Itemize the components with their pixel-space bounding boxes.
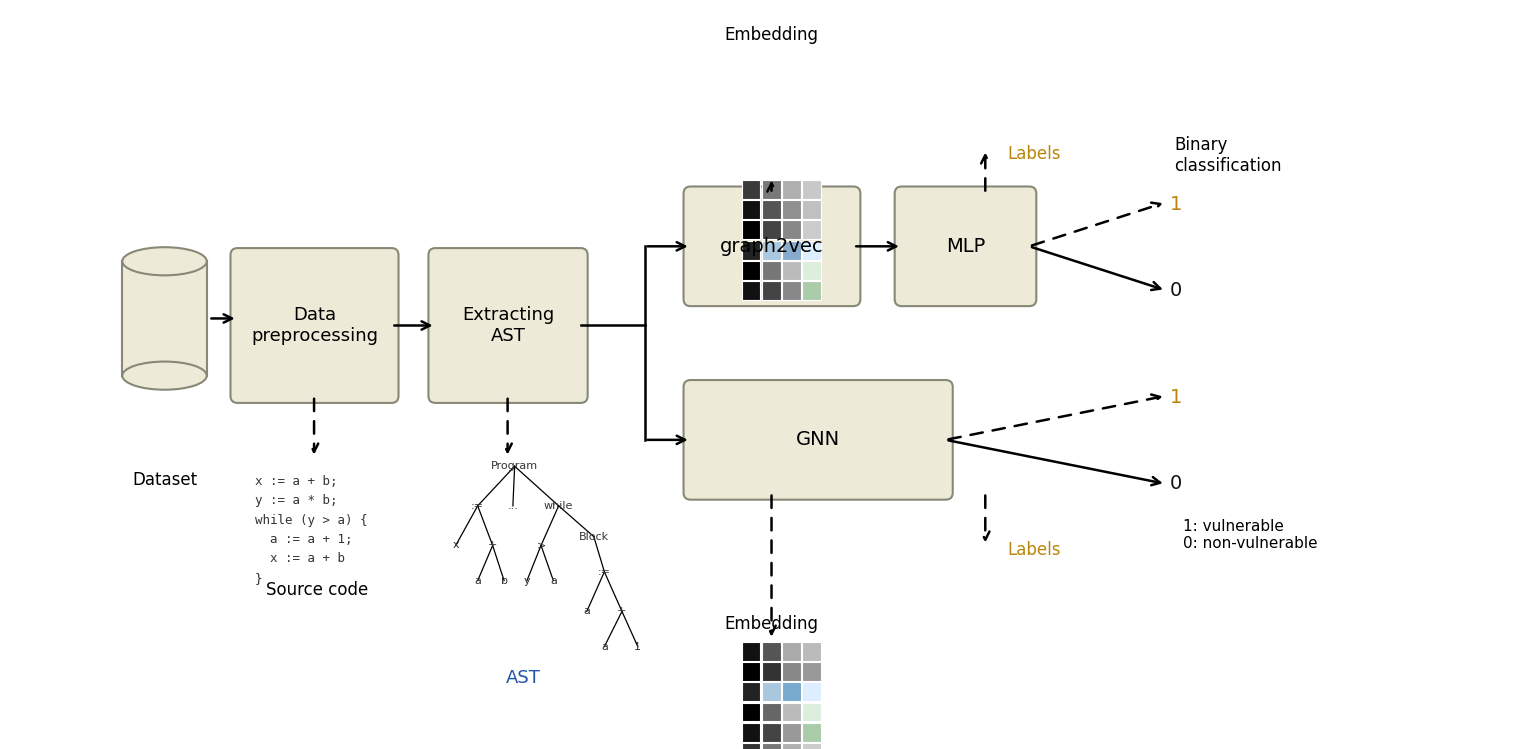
Bar bbox=[742, 723, 760, 742]
Bar bbox=[782, 682, 800, 701]
Text: Dataset: Dataset bbox=[132, 470, 197, 488]
Bar bbox=[742, 180, 760, 198]
Text: Embedding: Embedding bbox=[725, 616, 819, 634]
Bar bbox=[762, 200, 780, 219]
Text: Labels: Labels bbox=[1008, 145, 1061, 163]
Text: Embedding: Embedding bbox=[725, 26, 819, 44]
Text: a := a + 1;: a := a + 1; bbox=[255, 533, 353, 546]
Bar bbox=[802, 180, 822, 198]
Text: x := a + b: x := a + b bbox=[255, 553, 346, 565]
Bar bbox=[762, 220, 780, 239]
Text: a: a bbox=[550, 576, 556, 586]
FancyBboxPatch shape bbox=[684, 187, 860, 306]
Bar bbox=[762, 682, 780, 701]
Bar bbox=[762, 662, 780, 681]
Text: a: a bbox=[584, 607, 590, 616]
Bar bbox=[762, 723, 780, 742]
Bar bbox=[742, 220, 760, 239]
Bar bbox=[802, 240, 822, 259]
Bar bbox=[782, 743, 800, 749]
Text: while (y > a) {: while (y > a) { bbox=[255, 514, 367, 527]
Bar bbox=[762, 642, 780, 661]
Bar bbox=[762, 261, 780, 279]
Bar bbox=[123, 261, 207, 376]
Text: Binary
classification: Binary classification bbox=[1175, 136, 1283, 175]
Text: Block: Block bbox=[579, 532, 608, 542]
Bar bbox=[802, 682, 822, 701]
Text: Data
preprocessing: Data preprocessing bbox=[250, 306, 378, 345]
Text: y := a * b;: y := a * b; bbox=[255, 494, 338, 507]
Text: :=: := bbox=[472, 501, 484, 511]
Text: GNN: GNN bbox=[796, 431, 840, 449]
Text: a: a bbox=[475, 576, 481, 586]
Bar bbox=[742, 642, 760, 661]
Bar bbox=[782, 642, 800, 661]
Text: +: + bbox=[488, 541, 498, 551]
Bar bbox=[782, 703, 800, 721]
Bar bbox=[782, 281, 800, 300]
Bar bbox=[782, 220, 800, 239]
Bar bbox=[802, 743, 822, 749]
Text: +: + bbox=[617, 607, 627, 616]
Bar bbox=[802, 662, 822, 681]
Bar bbox=[802, 703, 822, 721]
Text: Source code: Source code bbox=[266, 580, 367, 598]
Text: 1: vulnerable
0: non-vulnerable: 1: vulnerable 0: non-vulnerable bbox=[1183, 519, 1318, 551]
Bar bbox=[762, 703, 780, 721]
Bar bbox=[802, 220, 822, 239]
Bar bbox=[782, 200, 800, 219]
Text: a: a bbox=[601, 642, 608, 652]
Text: :=: := bbox=[598, 567, 611, 577]
Bar bbox=[802, 261, 822, 279]
Text: x := a + b;: x := a + b; bbox=[255, 475, 338, 488]
Ellipse shape bbox=[123, 362, 207, 389]
Text: y: y bbox=[524, 576, 530, 586]
Text: MLP: MLP bbox=[946, 237, 985, 256]
Text: Labels: Labels bbox=[1008, 541, 1061, 559]
Bar bbox=[742, 261, 760, 279]
Bar bbox=[742, 240, 760, 259]
Text: 1: 1 bbox=[634, 642, 642, 652]
Text: x: x bbox=[453, 541, 459, 551]
Bar bbox=[742, 200, 760, 219]
FancyBboxPatch shape bbox=[894, 187, 1037, 306]
Text: }: } bbox=[255, 571, 263, 585]
Bar bbox=[782, 180, 800, 198]
Text: 0: 0 bbox=[1170, 474, 1183, 494]
FancyBboxPatch shape bbox=[684, 380, 952, 500]
Text: b: b bbox=[501, 576, 507, 586]
FancyBboxPatch shape bbox=[429, 248, 588, 403]
FancyBboxPatch shape bbox=[230, 248, 398, 403]
Bar bbox=[802, 723, 822, 742]
Bar bbox=[782, 240, 800, 259]
Bar bbox=[802, 200, 822, 219]
Bar bbox=[742, 743, 760, 749]
Bar bbox=[762, 240, 780, 259]
Text: AST: AST bbox=[505, 669, 541, 687]
Bar bbox=[782, 723, 800, 742]
Text: while: while bbox=[544, 501, 573, 511]
Bar bbox=[742, 682, 760, 701]
Text: graph2vec: graph2vec bbox=[720, 237, 823, 256]
Ellipse shape bbox=[123, 247, 207, 276]
Text: 1: 1 bbox=[1170, 388, 1183, 407]
Text: ...: ... bbox=[507, 501, 518, 511]
Bar bbox=[742, 281, 760, 300]
Bar bbox=[782, 261, 800, 279]
Bar bbox=[742, 703, 760, 721]
Text: 0: 0 bbox=[1170, 281, 1183, 300]
Bar bbox=[762, 281, 780, 300]
Text: 1: 1 bbox=[1170, 195, 1183, 213]
Bar bbox=[762, 180, 780, 198]
Bar bbox=[802, 642, 822, 661]
Bar bbox=[762, 743, 780, 749]
Text: Extracting
AST: Extracting AST bbox=[462, 306, 554, 345]
Text: >: > bbox=[536, 541, 545, 551]
Text: Program: Program bbox=[492, 461, 538, 471]
Bar bbox=[742, 662, 760, 681]
Bar bbox=[782, 662, 800, 681]
Bar bbox=[802, 281, 822, 300]
